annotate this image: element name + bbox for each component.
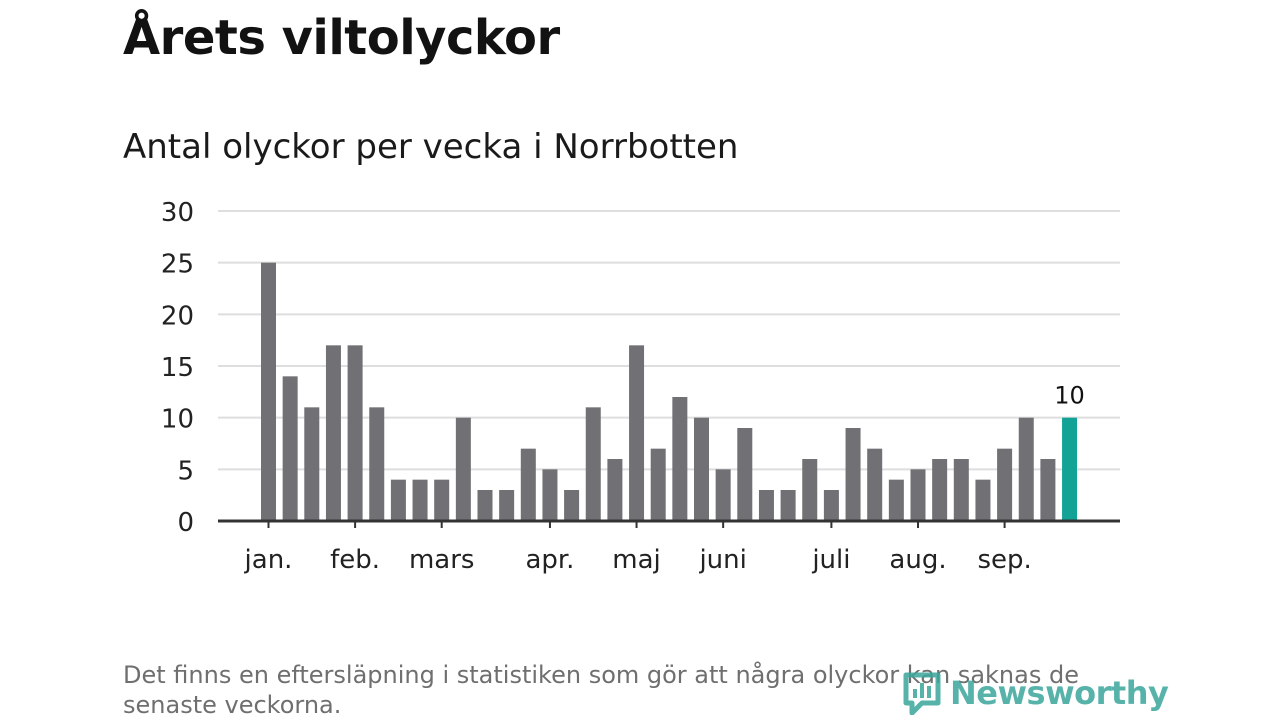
- bar: [477, 490, 493, 521]
- bar: [455, 417, 471, 521]
- y-axis-ticks: 0 5 10 15 20 25 30: [161, 198, 194, 538]
- y-tick-label: 20: [161, 301, 194, 331]
- bar: [261, 262, 276, 521]
- bar: [715, 469, 731, 521]
- data-labels: 10: [1054, 382, 1085, 410]
- gridlines: [218, 210, 1120, 471]
- bar: [910, 469, 926, 521]
- bar: [282, 376, 298, 521]
- x-tick-label: sep.: [977, 545, 1031, 575]
- bar: [390, 479, 406, 521]
- data-label: 10: [1054, 382, 1085, 410]
- x-tick-label: feb.: [330, 545, 380, 575]
- bar: [304, 407, 320, 521]
- bar: [975, 479, 991, 521]
- chart-title: Årets viltolyckor: [123, 10, 560, 66]
- bar: [520, 448, 536, 521]
- y-tick-label: 15: [161, 353, 194, 383]
- bar: [564, 490, 580, 521]
- newsworthy-logo-text: Newsworthy: [950, 674, 1169, 712]
- bar: [672, 397, 688, 521]
- chart-subtitle: Antal olyckor per vecka i Norrbotten: [123, 127, 739, 167]
- bar: [867, 448, 883, 521]
- bar: [694, 417, 709, 521]
- bar: [845, 428, 861, 521]
- x-tick-label: aug.: [889, 545, 946, 575]
- x-tick-label: jan.: [244, 545, 293, 575]
- bar: [953, 459, 969, 521]
- bar: [607, 459, 623, 521]
- bars: [261, 262, 1078, 521]
- bar: [888, 479, 904, 521]
- bar: [347, 345, 363, 521]
- x-tick-label: juni: [698, 545, 746, 575]
- bar: [932, 459, 948, 521]
- x-tick-label: apr.: [525, 545, 574, 575]
- bar: [758, 490, 774, 521]
- bar: [650, 448, 666, 521]
- bar: [325, 345, 341, 521]
- y-tick-label: 25: [161, 250, 194, 280]
- bar: [997, 448, 1013, 521]
- y-tick-label: 5: [177, 456, 194, 486]
- x-tick-label: maj: [612, 545, 660, 575]
- bar: [1018, 417, 1034, 521]
- y-tick-label: 10: [161, 405, 194, 435]
- bar: [802, 459, 818, 521]
- bar: [629, 345, 645, 521]
- bar: [434, 479, 450, 521]
- bar: [412, 479, 428, 521]
- newsworthy-logo-icon: [903, 672, 941, 715]
- bar: [499, 490, 515, 521]
- bar: [780, 490, 796, 521]
- bar: [737, 428, 753, 521]
- y-tick-label: 30: [161, 198, 194, 228]
- bar: [1040, 459, 1056, 521]
- bar: [585, 407, 601, 521]
- bar: [369, 407, 385, 521]
- y-tick-label: 0: [177, 508, 194, 538]
- bar-highlight: [1062, 417, 1078, 521]
- newsworthy-logo: Newsworthy: [902, 668, 1169, 718]
- x-axis-ticks: jan. feb. mars apr. maj juni juli aug. sep.: [244, 521, 1032, 575]
- x-tick-label: juli: [811, 545, 850, 575]
- x-tick-label: mars: [409, 545, 475, 575]
- bar: [823, 490, 839, 521]
- bar: [542, 469, 558, 521]
- bar-chart: 0 5 10 15 20 25 30 jan. feb. mars apr. maj juni juli…: [161, 198, 1120, 575]
